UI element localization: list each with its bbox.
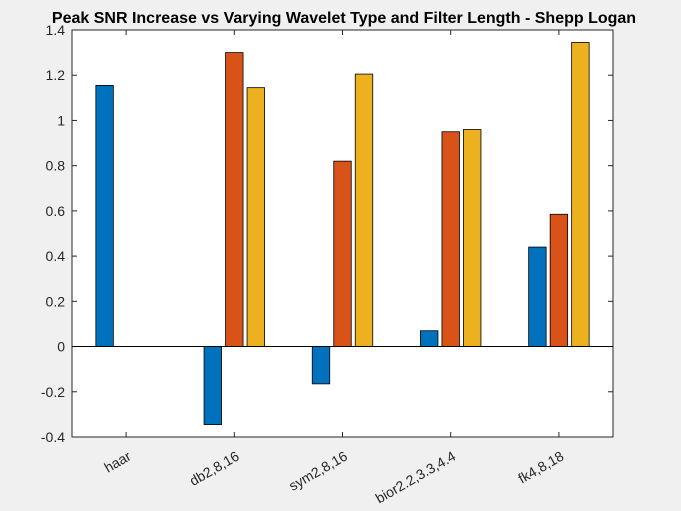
- y-tick-label: 1.4: [46, 22, 66, 38]
- bar-series-1: [420, 330, 439, 347]
- bar-series-3: [354, 73, 374, 347]
- bar-series-3: [246, 87, 265, 347]
- bar-series-2: [333, 160, 352, 347]
- y-tick-label: 1.2: [46, 67, 66, 83]
- bars-layer: [95, 42, 590, 425]
- bar-series-1: [95, 84, 114, 347]
- chart-title: Peak SNR Increase vs Varying Wavelet Typ…: [52, 10, 636, 27]
- y-tick-label: 0.8: [46, 158, 66, 174]
- y-tick-label: -0.4: [41, 429, 65, 445]
- y-tick-label: 0: [57, 339, 65, 355]
- bar-series-2: [549, 213, 569, 347]
- y-tick-labels: 1.4 1.2 1 0.8 0.6 0.4 0.2 0 -0.2 -0.4: [41, 22, 65, 445]
- y-tick-label: 1: [57, 112, 65, 128]
- y-tick-label: 0.6: [46, 203, 66, 219]
- y-tick-label: 0.4: [46, 248, 66, 264]
- y-tick-label: -0.2: [41, 384, 65, 400]
- bar-series-1: [203, 346, 222, 425]
- bar-series-3: [463, 129, 482, 347]
- bar-series-1: [528, 246, 547, 347]
- bar-series-2: [441, 131, 460, 347]
- bar-series-3: [571, 42, 590, 347]
- bar-series-1: [311, 346, 331, 385]
- bar-series-2: [225, 52, 244, 347]
- y-tick-label: 0.2: [46, 293, 66, 309]
